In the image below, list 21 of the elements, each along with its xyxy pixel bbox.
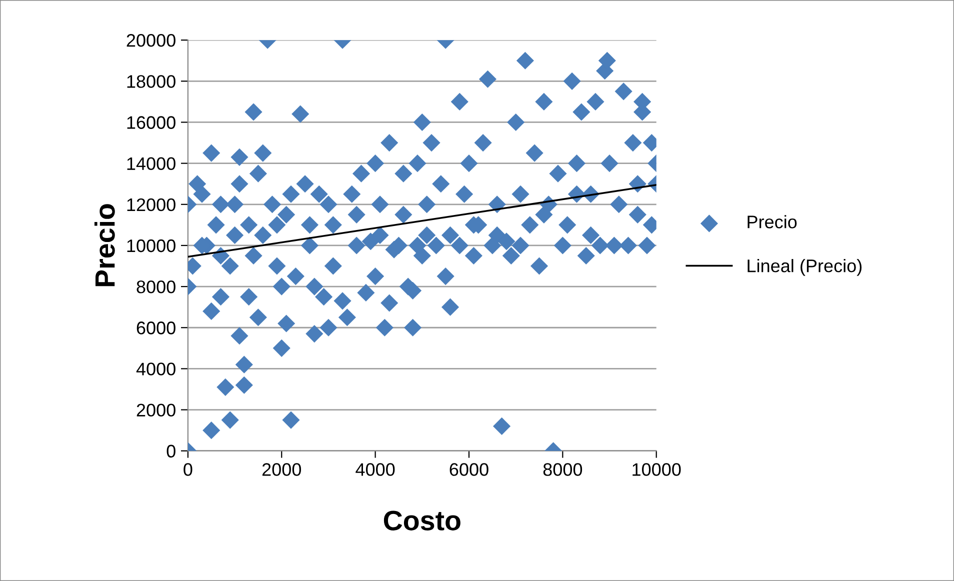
legend-label: Precio <box>748 215 797 228</box>
y-tick-label: 4000 <box>136 362 176 376</box>
y-tick-label: 8000 <box>136 280 176 294</box>
x-tick-label: 8000 <box>543 463 582 476</box>
x-axis-title: Costo <box>384 510 460 530</box>
y-tick-label: 20000 <box>126 34 176 47</box>
y-tick-label: 18000 <box>127 75 176 88</box>
x-tick-label: 6000 <box>450 463 488 476</box>
y-tick-label: 16000 <box>127 116 176 129</box>
y-tick-label: 2000 <box>136 404 176 416</box>
x-tick-label: 0 <box>184 463 192 476</box>
x-tick-label: 10000 <box>632 463 681 476</box>
x-tick-label: 2000 <box>262 463 301 476</box>
y-tick-label: 10000 <box>127 239 176 252</box>
x-tick-label: 4000 <box>356 463 395 476</box>
y-tick-label: 6000 <box>136 322 176 334</box>
y-tick-label: 12000 <box>127 198 176 212</box>
y-axis-title: Precio <box>94 204 115 286</box>
y-tick-label: 0 <box>166 444 176 458</box>
legend-label: Lineal (Precio) <box>748 259 862 276</box>
y-tick-label: 14000 <box>127 157 176 170</box>
